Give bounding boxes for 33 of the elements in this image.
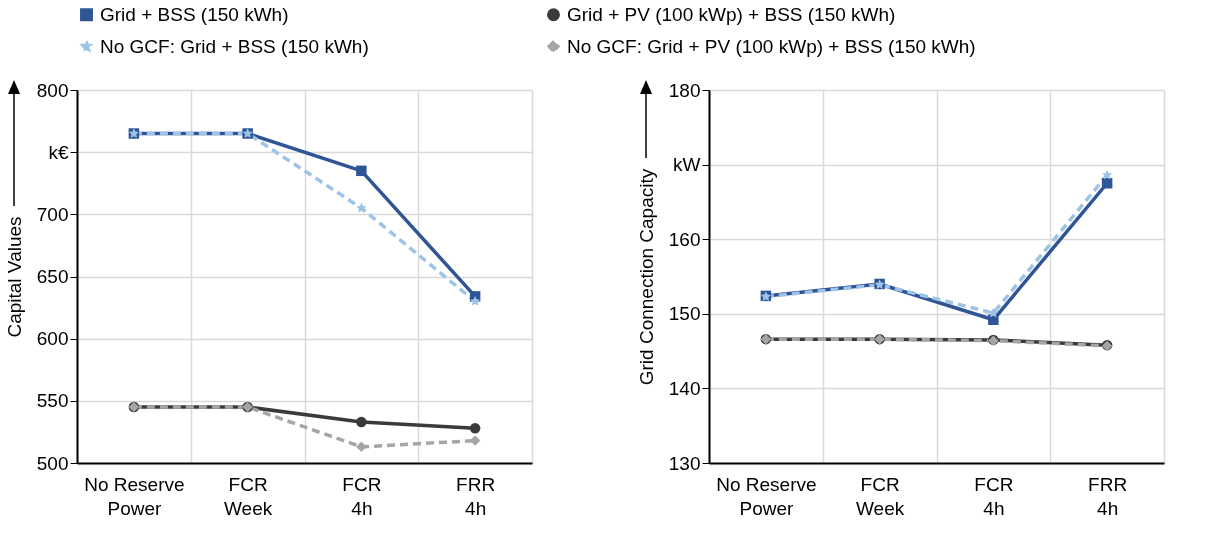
x-tick-label: FCR Week <box>224 473 273 519</box>
y-tick-label: 180 <box>668 79 701 101</box>
y-axis-title: Capital Values <box>3 216 25 338</box>
x-tick-label: FCR Week <box>856 473 905 519</box>
x-tick-label: FRR 4h <box>456 473 496 519</box>
point <box>1102 169 1113 180</box>
y-tick-label: 650 <box>36 266 69 287</box>
point <box>470 296 481 306</box>
point <box>356 416 367 428</box>
y-tick-label: 800 <box>36 79 69 101</box>
x-tick-label: No Reserve Power <box>716 473 817 519</box>
x-tick-label: No Reserve Power <box>84 473 185 519</box>
y-tick-label: 700 <box>36 203 69 225</box>
y-axis-title: Grid Connection Capacity <box>635 168 657 386</box>
y-tick-label: 160 <box>668 228 701 250</box>
y-tick-label: 600 <box>36 328 69 350</box>
x-tick-label: FCR 4h <box>974 473 1014 519</box>
x-tick-label: FCR 4h <box>342 473 382 519</box>
y-tick-label: k€ <box>48 141 69 163</box>
y-tick-label: 130 <box>668 452 701 474</box>
legend-label: Grid + PV (100 kWp) + BSS (150 kWh) <box>567 3 896 25</box>
x-tick-label: FRR 4h <box>1088 473 1128 519</box>
point <box>356 202 367 213</box>
point <box>356 165 367 177</box>
legend-label: Grid + BSS (150 kWh) <box>100 3 289 25</box>
y-tick-label: 550 <box>36 390 69 412</box>
y-tick-label: kW <box>673 154 701 176</box>
point <box>469 422 481 434</box>
y-tick-label: 500 <box>36 452 69 474</box>
legend-label: No GCF: Grid + BSS (150 kWh) <box>100 35 369 57</box>
y-tick-label: 140 <box>668 377 701 399</box>
legend-label: No GCF: Grid + PV (100 kWp) + BSS (150 kWh) <box>567 35 976 57</box>
y-tick-label: 150 <box>668 303 701 325</box>
